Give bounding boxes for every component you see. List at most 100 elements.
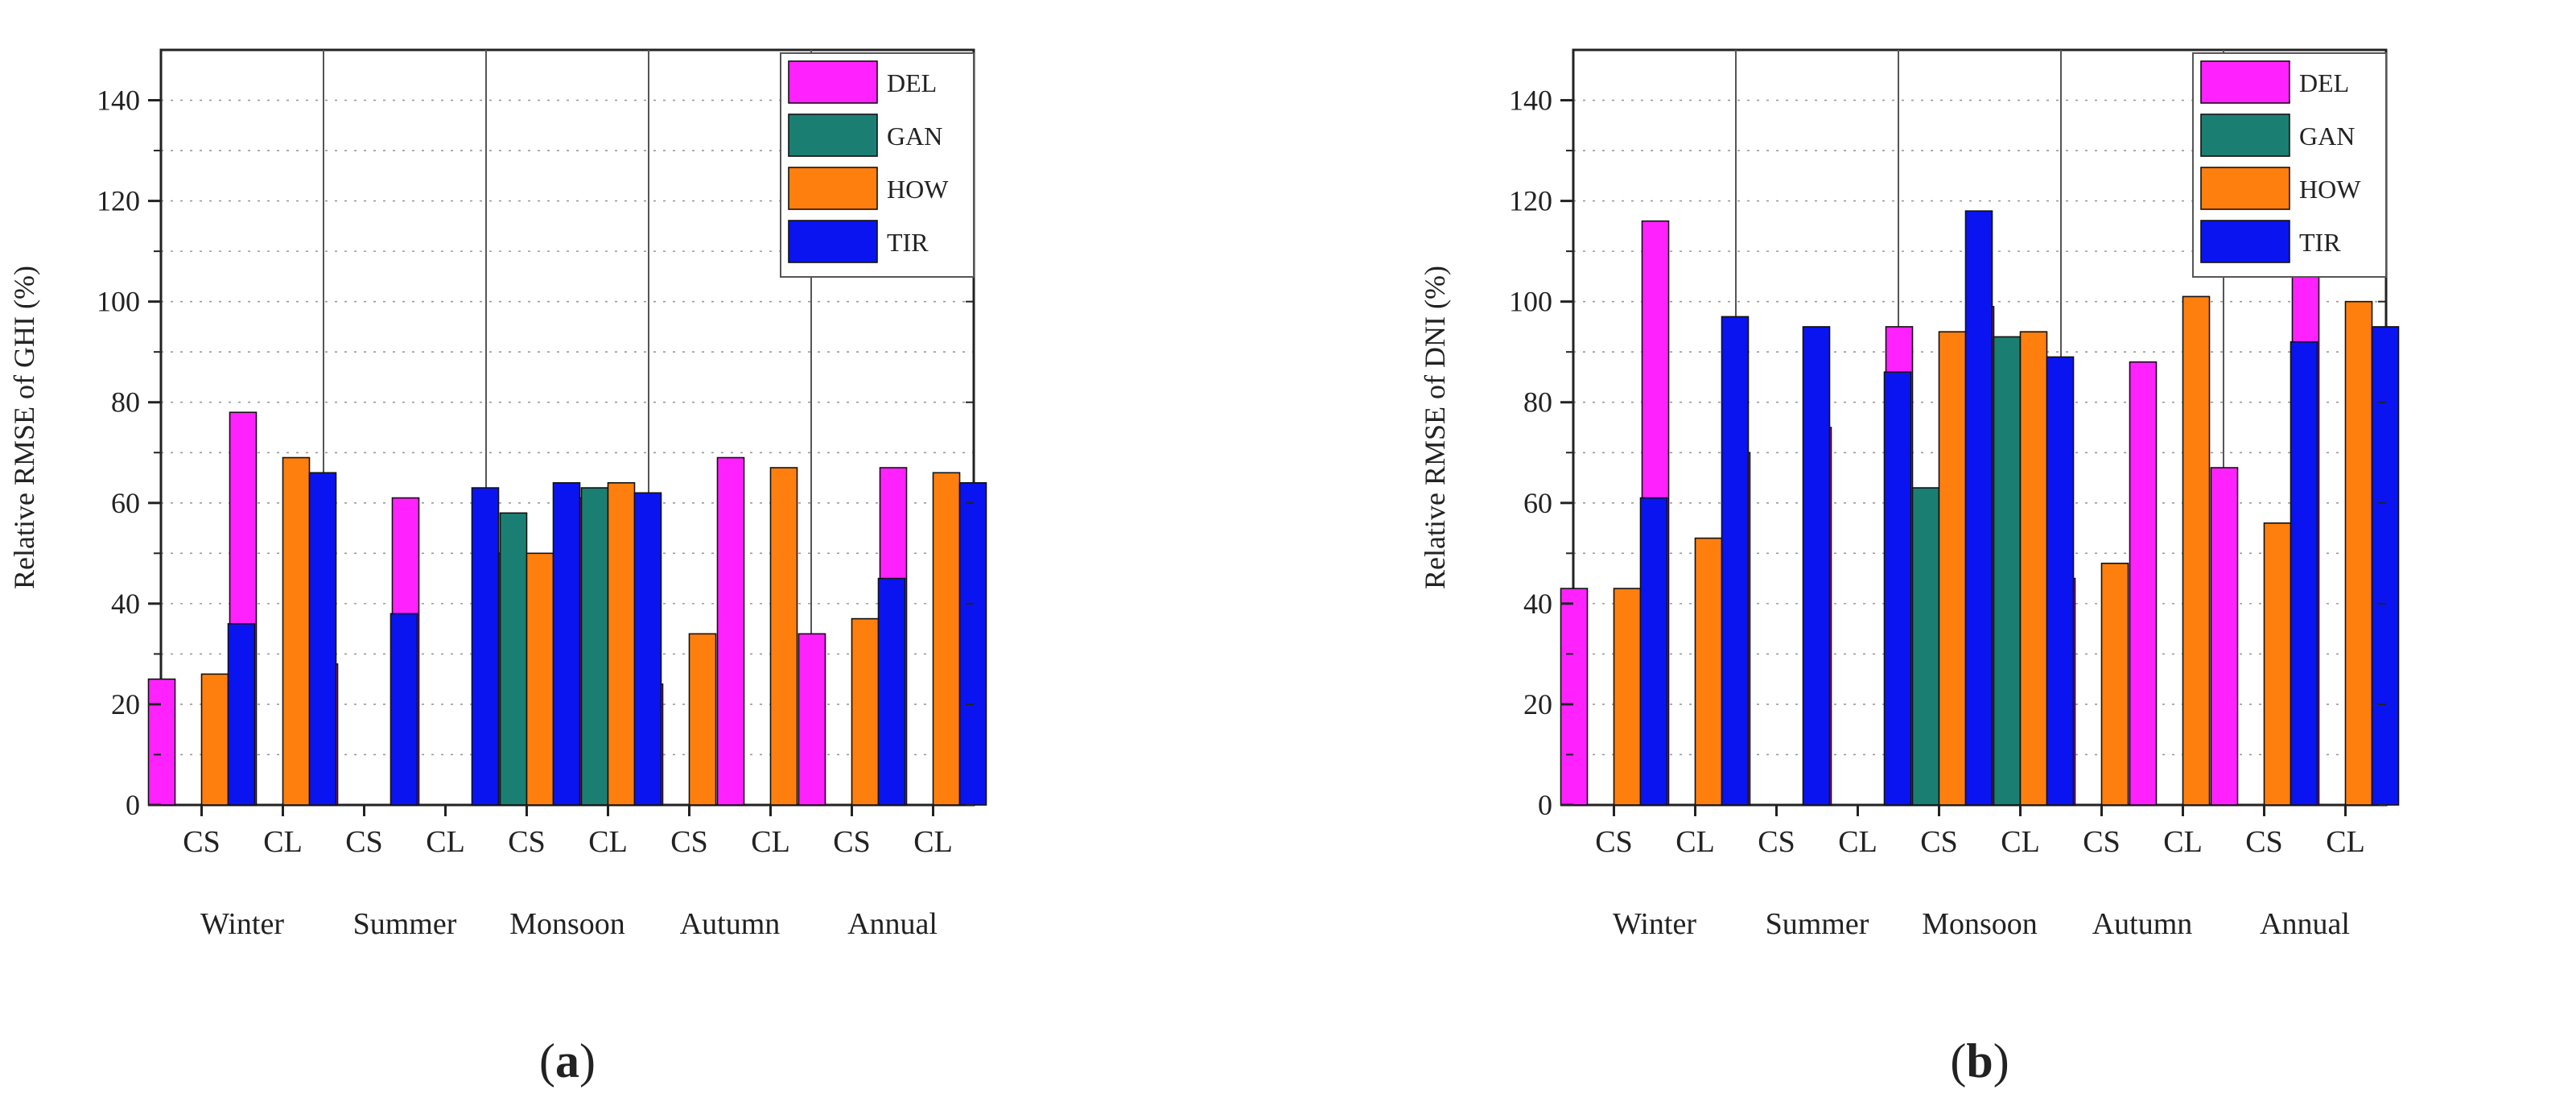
bar-tir-cl-5 [633, 492, 662, 806]
y-tick-label: 120 [97, 185, 140, 217]
x-tick-label: CL [426, 825, 465, 859]
bar-how-cl-9 [2344, 300, 2373, 806]
x-group-label: Annual [847, 907, 938, 941]
bar-how-cl-7 [769, 467, 798, 806]
y-tick-label: 80 [111, 386, 140, 419]
bar-tir-cl-1 [308, 472, 337, 806]
bar-how-cs-8 [851, 617, 880, 806]
bar-how-cl-5 [2019, 331, 2048, 806]
x-tick-label: CS [345, 825, 382, 859]
x-group-label: Autumn [680, 907, 781, 941]
subfigure-label: (b) [1950, 1034, 2009, 1088]
x-tick-label: CS [183, 825, 220, 859]
y-tick-label: 20 [111, 688, 140, 720]
bar-tir-cl-9 [958, 481, 987, 806]
bar-del-cs-8 [798, 633, 826, 806]
bar-tir-cs-4 [552, 481, 581, 806]
x-group-label: Winter [1613, 907, 1696, 941]
x-tick-label: CS [1595, 825, 1632, 859]
bar-gan-cl-5 [580, 487, 609, 806]
x-tick-label: CS [508, 825, 545, 859]
x-tick-label: CL [2163, 825, 2203, 859]
y-tick-label: 140 [1509, 85, 1552, 117]
x-tick-label: CL [588, 825, 628, 859]
legend-swatch-gan [788, 114, 878, 157]
legend-swatch-del [788, 60, 878, 104]
x-group-label: Autumn [2092, 907, 2193, 941]
bar-tir-cl-3 [1883, 371, 1912, 806]
x-tick-label: CS [1920, 825, 1957, 859]
bar-how-cs-0 [1613, 588, 1642, 806]
bar-how-cl-9 [932, 472, 961, 806]
legend-label-tir: TIR [887, 228, 929, 257]
bar-del-cl-7 [2129, 361, 2158, 806]
y-tick-label: 100 [1509, 286, 1552, 318]
y-tick-label: 140 [97, 85, 140, 117]
chart-panel-a: 0 20 40 60 80 100 120 140 CS CL CS CL CS CL CS CL CS CL Wi… [8, 48, 987, 1088]
bar-how-cs-4 [526, 552, 554, 806]
bar-tir-cs-0 [1639, 497, 1668, 806]
x-group-label: Summer [353, 907, 457, 941]
bar-del-cs-8 [2210, 467, 2239, 806]
x-tick-label: CL [751, 825, 790, 859]
bar-del-cl-7 [716, 456, 745, 806]
bar-tir-cs-2 [389, 613, 418, 806]
subfigure-label: (a) [539, 1034, 596, 1088]
x-group-label: Monsoon [509, 907, 625, 941]
bar-gan-cs-4 [1911, 487, 1940, 806]
legend-swatch-tir [2200, 220, 2290, 263]
bar-how-cl-1 [1694, 537, 1723, 806]
x-group-label: Annual [2260, 907, 2350, 941]
bar-how-cl-7 [2182, 295, 2211, 806]
x-tick-label: CL [2001, 825, 2040, 859]
y-tick-label: 20 [1523, 688, 1552, 720]
bar-how-cs-8 [2263, 522, 2292, 806]
legend-label-del: DEL [887, 68, 937, 97]
bar-del-cs-0 [1560, 588, 1589, 806]
x-tick-label: CS [2083, 825, 2120, 859]
legend-label-how: HOW [2299, 175, 2361, 204]
bar-tir-cl-1 [1721, 316, 1750, 806]
bar-del-cs-0 [147, 678, 176, 806]
subfigure-letter: b [1966, 1034, 1993, 1088]
bar-tir-cs-8 [2290, 341, 2318, 806]
x-tick-label: CL [263, 825, 303, 859]
y-axis-label: Relative RMSE of DNI (%) [1419, 266, 1451, 589]
y-axis-label: Relative RMSE of GHI (%) [8, 266, 40, 589]
legend-label-gan: GAN [2299, 122, 2355, 151]
bar-tir-cs-2 [1802, 326, 1831, 806]
legend-label-how: HOW [887, 175, 949, 204]
bar-tir-cl-5 [2046, 356, 2075, 806]
bar-tir-cs-8 [877, 577, 906, 806]
y-tick-label: 80 [1523, 386, 1552, 419]
bar-gan-cl-5 [1993, 336, 2022, 806]
legend-swatch-gan [2200, 114, 2290, 157]
y-tick-label: 100 [97, 286, 140, 318]
x-tick-label: CS [2245, 825, 2282, 859]
bar-tir-cs-0 [227, 623, 256, 806]
bar-how-cs-6 [688, 633, 717, 806]
x-group-label: Monsoon [1922, 907, 2038, 941]
x-tick-label: CS [833, 825, 870, 859]
x-tick-label: CS [670, 825, 707, 859]
x-group-label: Winter [200, 907, 284, 941]
legend-swatch-how [788, 167, 878, 210]
legend-swatch-how [2200, 167, 2290, 210]
x-tick-label: CL [913, 825, 953, 859]
legend-label-del: DEL [2299, 68, 2349, 97]
bar-tir-cs-4 [1964, 210, 1993, 806]
y-tick-label: 60 [111, 487, 140, 519]
x-tick-label: CL [2326, 825, 2365, 859]
y-tick-label: 0 [126, 789, 140, 821]
y-tick-label: 0 [1538, 789, 1552, 821]
legend-swatch-del [2200, 60, 2290, 104]
bar-how-cl-1 [282, 456, 311, 806]
x-tick-label: CL [1675, 825, 1715, 859]
x-tick-label: CL [1838, 825, 1877, 859]
legend-swatch-tir [788, 220, 878, 263]
y-tick-label: 40 [1523, 588, 1552, 620]
bar-tir-cl-3 [471, 487, 500, 806]
bar-how-cs-6 [2100, 563, 2129, 806]
bar-how-cl-5 [607, 481, 636, 806]
